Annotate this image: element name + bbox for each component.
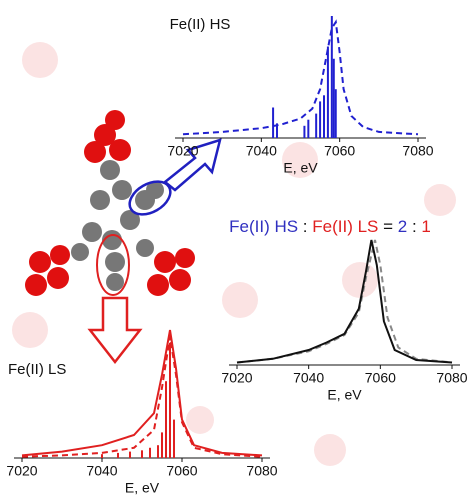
ratio-part: Fe(II) HS: [229, 217, 298, 236]
molecule: [25, 110, 195, 296]
spectrum-line: [21, 336, 263, 458]
spectrum-line: [236, 239, 453, 364]
spectrum-line: [236, 239, 453, 364]
x-axis-label: E, eV: [327, 387, 362, 403]
arrow-to-ls: [87, 296, 143, 365]
x-tick-label: 7080: [246, 463, 277, 479]
ratio-part: =: [378, 217, 393, 236]
x-tick-label: 7060: [324, 143, 355, 159]
ratio-part: 1: [417, 217, 431, 236]
background-pattern: [12, 42, 456, 466]
spectrum-line: [21, 329, 263, 457]
x-tick-label: 7060: [166, 463, 197, 479]
ratio-annotation: Fe(II) HS : Fe(II) LS = 2 : 1: [229, 217, 431, 236]
ratio-part: :: [407, 217, 416, 236]
ratio-part: Fe(II) LS: [308, 217, 379, 236]
ratio-part: :: [298, 217, 307, 236]
x-axis-label: E, eV: [283, 160, 318, 176]
x-tick-label: 7020: [167, 143, 198, 159]
x-tick-label: 7060: [365, 370, 396, 386]
x-tick-label: 7020: [6, 463, 37, 479]
x-tick-label: 7040: [246, 143, 277, 159]
x-axis-label: E, eV: [125, 480, 160, 496]
x-tick-label: 7040: [293, 370, 324, 386]
x-tick-label: 7080: [402, 143, 433, 159]
chart-title: Fe(II) LS: [8, 361, 66, 378]
x-tick-label: 7080: [436, 370, 467, 386]
arrow-to-hs: [162, 138, 222, 192]
x-tick-label: 7040: [86, 463, 117, 479]
x-tick-label: 7020: [221, 370, 252, 386]
chart-title: Fe(II) HS: [170, 16, 231, 33]
ratio-part: 2: [393, 217, 407, 236]
spectrum-line: [182, 19, 419, 136]
